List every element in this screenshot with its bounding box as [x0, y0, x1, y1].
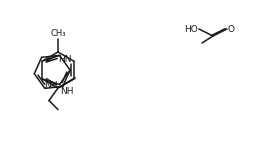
Text: CH₃: CH₃	[50, 29, 66, 38]
Text: HO: HO	[184, 24, 198, 33]
Text: NH: NH	[61, 87, 74, 96]
Text: NH₂: NH₂	[44, 81, 61, 90]
Text: O: O	[228, 24, 235, 33]
Text: HN: HN	[58, 56, 71, 64]
